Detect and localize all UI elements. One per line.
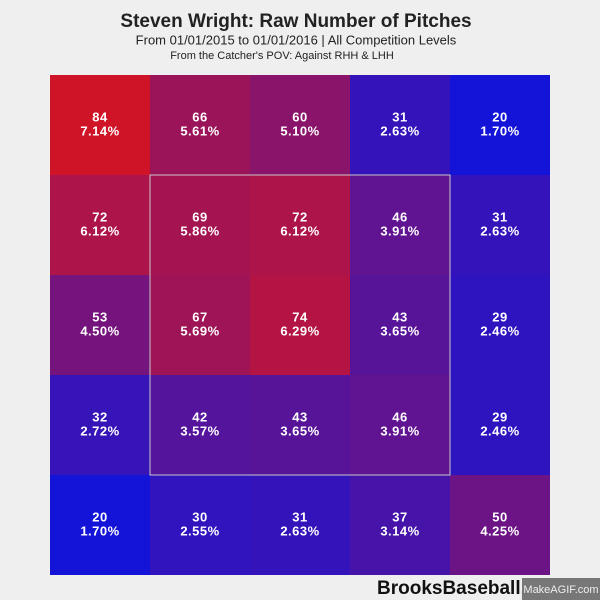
chart-title: Steven Wright: Raw Number of Pitches	[120, 11, 471, 32]
cell-percent: 1.70%	[80, 523, 119, 538]
cell	[450, 475, 550, 575]
cell	[350, 75, 450, 175]
cell-percent: 3.91%	[380, 223, 419, 238]
cell	[250, 75, 350, 175]
cell	[150, 275, 250, 375]
cell-count: 20	[492, 109, 507, 124]
credit: MakeAGIF.com	[523, 584, 598, 596]
cell-count: 31	[392, 109, 407, 124]
cell-count: 32	[92, 409, 107, 424]
cell	[50, 175, 150, 275]
cell-count: 53	[92, 309, 107, 324]
cell-count: 46	[392, 409, 407, 424]
watermark: BrooksBaseball.net	[377, 578, 555, 599]
cell-count: 72	[92, 209, 107, 224]
cell-count: 50	[492, 509, 507, 524]
cell-percent: 3.65%	[280, 423, 319, 438]
cell-percent: 2.55%	[180, 523, 219, 538]
cell-percent: 2.63%	[280, 523, 319, 538]
cell	[450, 275, 550, 375]
cell	[450, 175, 550, 275]
cell	[350, 275, 450, 375]
cell-percent: 2.72%	[80, 423, 119, 438]
cell	[50, 75, 150, 175]
cell-percent: 2.46%	[480, 323, 519, 338]
cell	[150, 175, 250, 275]
cell-count: 37	[392, 509, 407, 524]
cell	[50, 475, 150, 575]
cell-count: 72	[292, 209, 307, 224]
cell	[150, 475, 250, 575]
cell-percent: 4.50%	[80, 323, 119, 338]
cell-count: 43	[392, 309, 407, 324]
credit-box	[522, 578, 600, 600]
cell-percent: 2.63%	[480, 223, 519, 238]
cell-count: 84	[92, 109, 108, 124]
cell-count: 30	[192, 509, 207, 524]
cell-count: 46	[392, 209, 407, 224]
strike-zone	[149, 174, 451, 476]
cell-percent: 4.25%	[480, 523, 519, 538]
cell-percent: 5.10%	[280, 123, 319, 138]
cell-count: 74	[292, 309, 308, 324]
cell-count: 66	[192, 109, 207, 124]
cell-percent: 2.46%	[480, 423, 519, 438]
cell	[250, 375, 350, 475]
cell-count: 31	[492, 209, 507, 224]
cell-count: 20	[92, 509, 107, 524]
cell	[250, 475, 350, 575]
cell	[350, 175, 450, 275]
cell-percent: 3.14%	[380, 523, 419, 538]
cell-count: 42	[192, 409, 207, 424]
cell-percent: 2.63%	[380, 123, 419, 138]
cell-count: 60	[292, 109, 307, 124]
cell	[350, 475, 450, 575]
cell	[50, 275, 150, 375]
cell	[450, 75, 550, 175]
cell	[150, 375, 250, 475]
cell	[350, 375, 450, 475]
cell-percent: 6.12%	[80, 223, 119, 238]
cell	[250, 175, 350, 275]
cell-percent: 1.70%	[480, 123, 519, 138]
cell	[150, 75, 250, 175]
chart-subtitle: From 01/01/2015 to 01/01/2016 | All Comp…	[136, 32, 457, 47]
cell-percent: 3.57%	[180, 423, 219, 438]
cell	[450, 375, 550, 475]
cell-percent: 3.65%	[380, 323, 419, 338]
cell-percent: 6.29%	[280, 323, 319, 338]
cell-count: 29	[492, 309, 507, 324]
cell-percent: 5.86%	[180, 223, 219, 238]
chart-note: From the Catcher's POV: Against RHH & LH…	[170, 50, 394, 62]
cell-percent: 5.69%	[180, 323, 219, 338]
cell-count: 31	[292, 509, 307, 524]
cell	[50, 375, 150, 475]
cell-count: 67	[192, 309, 207, 324]
cell	[250, 275, 350, 375]
cell-count: 43	[292, 409, 307, 424]
cell-percent: 5.61%	[180, 123, 219, 138]
cell-count: 69	[192, 209, 207, 224]
cell-percent: 6.12%	[280, 223, 319, 238]
cell-count: 29	[492, 409, 507, 424]
heatmap-grid: 847.14%665.61%605.10%312.63%201.70%726.1…	[50, 75, 550, 575]
cell-percent: 3.91%	[380, 423, 419, 438]
cell-percent: 7.14%	[80, 123, 119, 138]
